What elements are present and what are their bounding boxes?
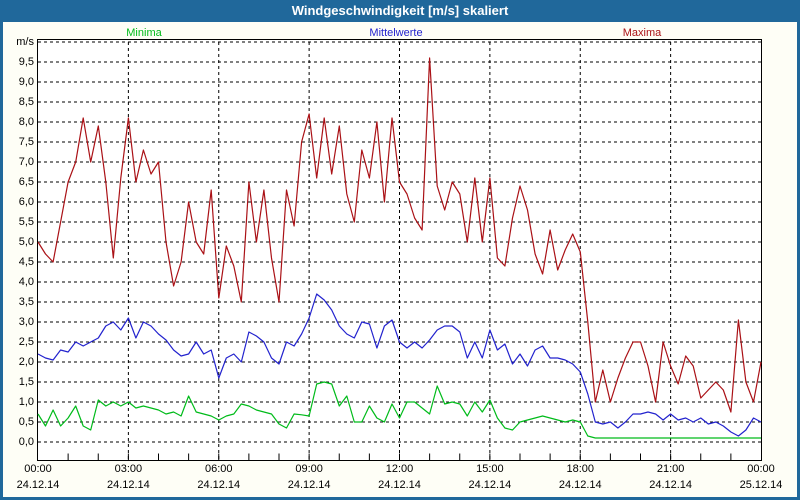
x-tick-date-label: 24.12.14 [197,479,241,491]
legend-label-mittelwerte: Mittelwerte [369,27,423,39]
y-tick-label: 5,5 [18,216,34,228]
legend-item-mittelwerte: Mittelwerte [369,27,422,39]
legend-item-minima: Minima [126,27,161,39]
x-tick-time-label: 18:00 [566,463,595,475]
y-tick-label: 4,0 [18,276,34,288]
x-tick-date-label: 24.12.14 [558,479,602,491]
x-tick-time-label: 03:00 [114,463,143,475]
legend-label-maxima: Maxima [622,27,662,39]
y-tick-label: 3,0 [18,316,34,328]
x-tick-time-label: 00:00 [24,463,52,475]
x-tick-time-label: 12:00 [385,463,414,475]
y-tick-label: 1,0 [18,396,34,408]
plot-svg [37,39,762,461]
legend-label-minima: Minima [126,27,162,39]
y-tick-label: 7,5 [18,136,34,148]
y-tick-label: 1,5 [18,376,34,388]
y-tick-label: 0,5 [18,416,34,428]
y-tick-label: 0,0 [18,436,34,448]
x-tick-date-label: 24.12.14 [468,479,512,491]
y-tick-label: 9,5 [18,56,34,68]
x-tick-time-label: 06:00 [204,463,233,475]
minima-line [37,381,761,439]
y-tick-label: 2,0 [18,356,34,368]
window-title-bar: Windgeschwindigkeit [m/s] skaliert [0,0,800,22]
y-tick-label: 8,0 [18,116,34,128]
x-tick-time-label: 15:00 [476,463,504,475]
x-tick-time-label: 09:00 [295,463,323,475]
y-tick-label: 9,0 [18,76,34,88]
x-tick-time-label: 00:00 [747,463,775,475]
x-tick-date-label: 24.12.14 [287,479,331,491]
y-tick-label: 7,0 [18,156,34,168]
y-tick-label: 4,5 [18,256,34,268]
mittelwerte-line [37,293,762,437]
y-tick-label: 8,5 [18,96,34,108]
x-tick-time-label: 21:00 [656,463,685,475]
x-tick-date-label: 24.12.14 [106,479,150,491]
y-tick-label: 5,0 [18,236,34,248]
x-tick-date-label: 24.12.14 [16,479,60,491]
x-tick-date-label: 24.12.14 [378,479,421,491]
x-tick-date-label: 25.12.14 [739,479,783,491]
y-tick-label: 3,5 [18,296,34,308]
y-tick-label: 6,0 [18,196,34,208]
y-tick-label: 6,5 [18,176,34,188]
y-tick-label: 2,5 [18,336,34,348]
x-tick-date-label: 24.12.14 [649,479,693,491]
plot-border [37,39,762,461]
legend-item-maxima: Maxima [623,27,662,39]
window-title: Windgeschwindigkeit [m/s] skaliert [291,3,509,18]
maxima-line [37,57,762,413]
y-axis-unit-label: m/s [16,36,34,48]
